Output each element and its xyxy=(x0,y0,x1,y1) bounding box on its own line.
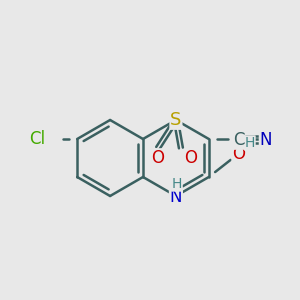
Text: H: H xyxy=(244,136,255,150)
Text: N: N xyxy=(260,131,272,149)
Text: O: O xyxy=(152,149,164,167)
Text: C: C xyxy=(233,131,244,149)
Text: Cl: Cl xyxy=(29,130,45,148)
Text: S: S xyxy=(170,111,182,129)
Text: O: O xyxy=(184,149,197,167)
Text: N: N xyxy=(170,188,182,206)
Text: H: H xyxy=(172,177,182,191)
Text: O: O xyxy=(232,145,245,163)
